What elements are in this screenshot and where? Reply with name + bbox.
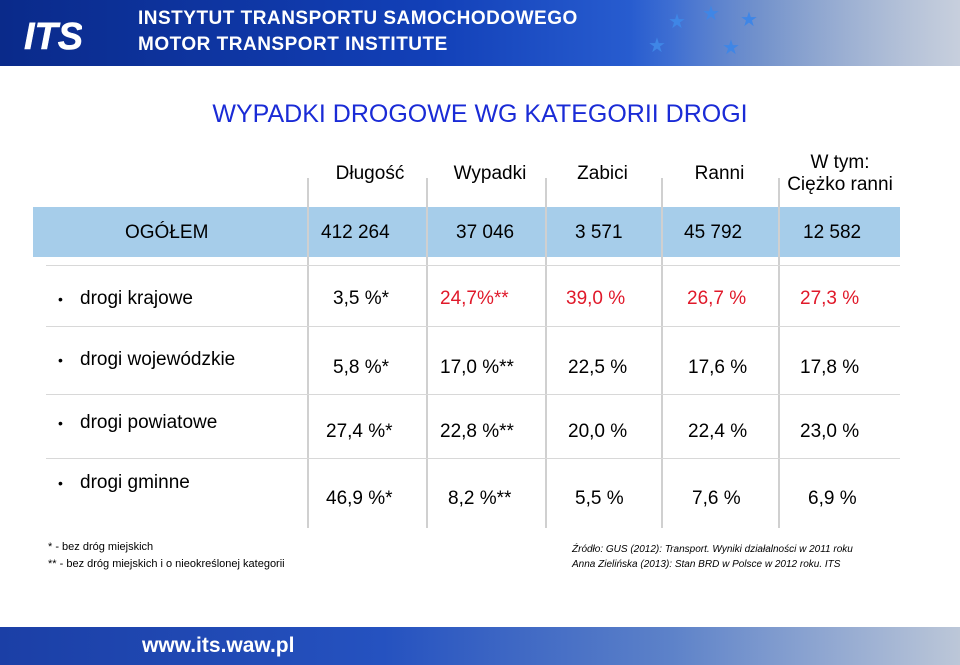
column-divider [307,178,309,528]
row-divider [46,326,900,327]
bullet-icon: • [58,475,63,491]
its-logo-icon: ITS [24,16,82,57]
row-label-municipal: drogi gminne [80,472,190,493]
table-cell: 39,0 % [566,288,626,309]
table-cell: 23,0 % [800,421,860,442]
total-injured: 45 792 [684,222,743,243]
footnote-single-star: * - bez dróg miejskich [48,541,154,553]
table-cell: 3,5 %* [333,288,389,309]
institute-name-pl: INSTYTUT TRANSPORTU SAMOCHODOWEGO [138,8,578,29]
source-its: Anna Zielińska (2013): Stan BRD w Polsce… [572,559,841,570]
table-cell: 26,7 % [687,288,747,309]
table-cell: 7,6 % [692,488,741,509]
star-icon: ★ [740,9,758,31]
table-cell: 20,0 % [568,421,628,442]
star-icon: ★ [648,35,666,57]
table-cell: 27,3 % [800,288,860,309]
table-cell: 8,2 %** [448,488,512,509]
column-header-line1: W tym: [810,152,870,174]
footnote-double-star: ** - bez dróg miejskich i o nieokreślone… [48,558,285,570]
column-header-seriously-injured: W tym: Ciężko ranni [780,150,900,198]
column-divider [661,178,663,528]
column-header-injured: Ranni [694,163,745,185]
total-accidents: 37 046 [456,222,515,243]
star-icon: ★ [722,37,740,59]
table-cell: 17,0 %** [440,357,514,378]
svg-text:ITS: ITS [24,16,82,57]
column-header-killed: Zabici [577,163,628,185]
source-gus: Źródło: GUS (2012): Transport. Wyniki dz… [572,544,853,555]
table-cell: 22,5 % [568,357,628,378]
bullet-icon: • [58,352,63,368]
row-label-district: drogi powiatowe [80,412,218,433]
footer-banner: www.its.waw.pl [0,627,960,665]
column-header-line2: Ciężko ranni [787,174,893,195]
table-cell: 17,8 % [800,357,860,378]
bullet-icon: • [58,291,63,307]
table-cell: 17,6 % [688,357,748,378]
column-header-accidents: Wypadki [453,163,527,185]
total-length: 412 264 [321,222,390,243]
total-seriously-injured: 12 582 [803,222,862,243]
star-icon: ★ [702,3,720,25]
table-cell: 6,9 % [808,488,857,509]
total-row [33,207,900,257]
website-link[interactable]: www.its.waw.pl [142,634,295,657]
page-title: WYPADKI DROGOWE WG KATEGORII DROGI [212,100,748,128]
total-label: OGÓŁEM [125,222,209,243]
row-label-voivodeship: drogi wojewódzkie [80,349,236,370]
table-cell: 5,8 %* [333,357,389,378]
star-icon: ★ [668,11,686,33]
table-cell: 5,5 % [575,488,624,509]
row-divider [46,265,900,266]
cars-background-image [630,0,960,66]
table-cell: 22,8 %** [440,421,514,442]
row-divider [46,394,900,395]
institute-name-en: MOTOR TRANSPORT INSTITUTE [138,34,448,55]
column-divider [545,178,547,528]
row-divider [46,458,900,459]
table-cell: 46,9 %* [326,488,393,509]
total-killed: 3 571 [575,222,623,243]
bullet-icon: • [58,415,63,431]
column-divider [778,178,780,528]
header-banner: ITS INSTYTUT TRANSPORTU SAMOCHODOWEGO MO… [0,0,960,66]
table-cell: 24,7%** [440,288,509,309]
table-cell: 27,4 %* [326,421,393,442]
column-header-length: Długość [335,163,405,185]
table-cell: 22,4 % [688,421,748,442]
column-divider [426,178,428,528]
row-label-national: drogi krajowe [80,288,193,309]
